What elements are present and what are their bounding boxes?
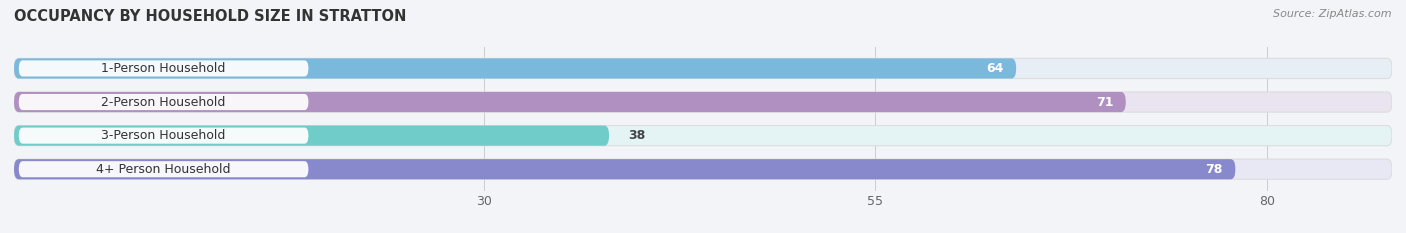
FancyBboxPatch shape: [14, 92, 1126, 112]
FancyBboxPatch shape: [14, 126, 1392, 146]
FancyBboxPatch shape: [14, 58, 1392, 79]
Text: 71: 71: [1095, 96, 1114, 109]
Text: 2-Person Household: 2-Person Household: [101, 96, 226, 109]
FancyBboxPatch shape: [18, 94, 308, 110]
Text: 38: 38: [628, 129, 645, 142]
FancyBboxPatch shape: [14, 126, 609, 146]
FancyBboxPatch shape: [14, 58, 1017, 79]
Text: 4+ Person Household: 4+ Person Household: [97, 163, 231, 176]
Text: 3-Person Household: 3-Person Household: [101, 129, 226, 142]
Text: Source: ZipAtlas.com: Source: ZipAtlas.com: [1274, 9, 1392, 19]
Text: OCCUPANCY BY HOUSEHOLD SIZE IN STRATTON: OCCUPANCY BY HOUSEHOLD SIZE IN STRATTON: [14, 9, 406, 24]
FancyBboxPatch shape: [18, 161, 308, 177]
FancyBboxPatch shape: [18, 60, 308, 76]
Text: 1-Person Household: 1-Person Household: [101, 62, 226, 75]
Text: 64: 64: [986, 62, 1004, 75]
FancyBboxPatch shape: [18, 127, 308, 144]
FancyBboxPatch shape: [14, 159, 1236, 179]
FancyBboxPatch shape: [14, 159, 1392, 179]
Text: 78: 78: [1205, 163, 1223, 176]
FancyBboxPatch shape: [14, 92, 1392, 112]
